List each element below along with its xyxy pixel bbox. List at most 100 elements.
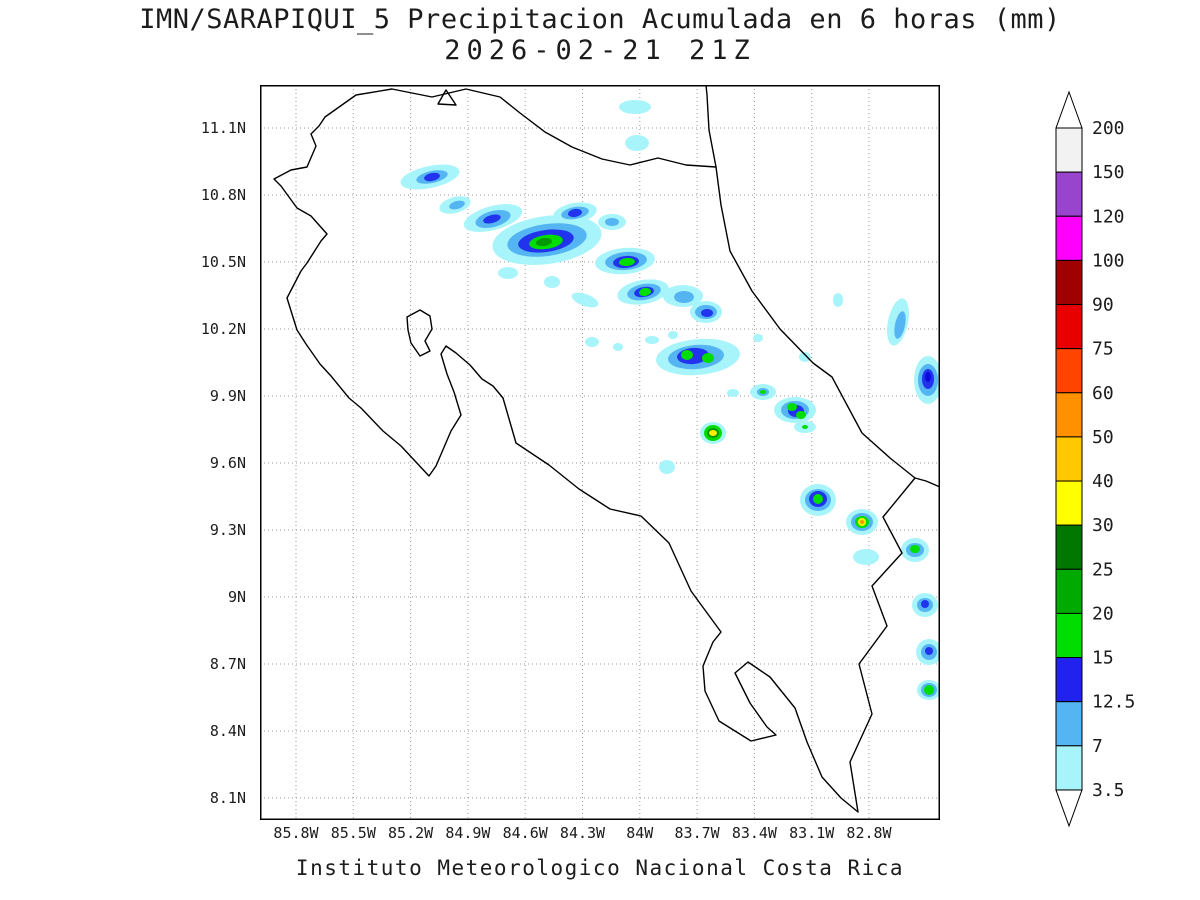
colorbar-segment [1055, 127, 1083, 173]
lon-tick-label: 83.1W [789, 824, 835, 842]
precip-cell [701, 309, 713, 317]
precip-cell [753, 334, 763, 342]
precip-cell [727, 389, 739, 397]
colorbar-level-label: 200 [1092, 118, 1125, 139]
longitude-axis: 85.8W 85.5W 85.2W 84.9W 84.6W 84.3W 84W 83.7W 83… [0, 824, 1200, 846]
precip-cell [619, 257, 635, 267]
lon-tick-label: 84.3W [559, 824, 606, 842]
colorbar-arrow-bottom [1055, 789, 1083, 828]
precip-cell [483, 214, 501, 224]
precip-cell [449, 200, 465, 210]
precip-cell [702, 353, 714, 363]
precip-cell [645, 336, 659, 344]
lat-tick-label: 10.8N [200, 186, 246, 204]
precip-cell [659, 460, 675, 474]
precip-cell [921, 600, 929, 608]
lat-tick-label: 9.3N [209, 521, 246, 539]
colorbar-level-label: 12.5 [1092, 692, 1135, 713]
colorbar-level-label: 50 [1092, 427, 1114, 448]
colorbar-level-label: 100 [1092, 250, 1125, 271]
precip-cell [568, 208, 582, 218]
latitude-axis: 11.1N 10.8N 10.5N 10.2N 9.9N 9.6N 9.3N 9N 8.7N 8.… [0, 0, 252, 900]
colorbar-segment [1055, 392, 1083, 438]
lon-tick-label: 83.7W [674, 824, 720, 842]
colorbar-arrow-top [1055, 90, 1083, 129]
lon-tick-label: 84W [626, 824, 654, 842]
precip-cell [709, 430, 717, 436]
precip-cell [605, 218, 619, 226]
lon-tick-label: 85.5W [330, 824, 376, 842]
precip-cell [585, 337, 599, 347]
colorbar-segment [1055, 480, 1083, 526]
precip-cell [424, 172, 440, 182]
precip-cell [674, 291, 694, 303]
colorbar-segment [1055, 657, 1083, 703]
lat-tick-label: 8.4N [209, 722, 246, 740]
precip-cell [796, 411, 806, 419]
precip-cell [536, 237, 552, 247]
colorbar-legend: 200 150 120 100 90 75 60 50 40 30 25 20 15 12.5 7 3.5 [1055, 90, 1135, 828]
colorbar-segment [1055, 612, 1083, 659]
lat-tick-label: 8.1N [209, 789, 246, 807]
map-plot [260, 85, 940, 820]
colorbar-level-label: 25 [1092, 559, 1114, 580]
colorbar-level-label: 30 [1092, 515, 1114, 536]
lat-tick-label: 9N [227, 588, 246, 606]
colorbar-level-label: 120 [1092, 206, 1125, 227]
lat-tick-label: 9.9N [209, 387, 246, 405]
map-title-block: IMN/SARAPIQUI_5 Precipitacion Acumulada … [0, 4, 1200, 66]
precip-cell [681, 350, 693, 360]
colorbar-level-label: 3.5 [1092, 780, 1125, 801]
map-title: IMN/SARAPIQUI_5 Precipitacion Acumulada … [139, 4, 1061, 35]
coastline [273, 85, 940, 813]
precip-cell [787, 403, 797, 411]
colorbar-level-label: 75 [1092, 339, 1114, 360]
precip-cell [799, 352, 811, 362]
precip-cell [860, 520, 864, 524]
colorbar-level-label: 15 [1092, 648, 1114, 669]
colorbar-segment [1055, 745, 1083, 791]
colorbar-segment [1055, 171, 1083, 217]
footer-caption: Instituto Meteorologico Nacional Costa R… [295, 856, 905, 880]
precip-cell [910, 545, 920, 553]
colorbar-level-label: 60 [1092, 383, 1114, 404]
lat-tick-label: 10.2N [200, 320, 246, 338]
precip-cell [925, 372, 931, 382]
plot-border [260, 85, 940, 820]
lon-tick-label: 85.2W [388, 824, 434, 842]
precip-cell [668, 331, 678, 339]
lat-tick-label: 9.6N [209, 454, 246, 472]
precip-cell [544, 276, 560, 288]
colorbar-segment [1055, 215, 1083, 261]
precip-cell [853, 549, 879, 565]
lon-tick-label: 84.6W [502, 824, 548, 842]
lon-tick-label: 83.4W [731, 824, 777, 842]
lat-tick-label: 8.7N [209, 655, 246, 673]
precip-cell [639, 287, 651, 297]
colorbar-segment [1055, 259, 1083, 306]
colorbar-level-label: 150 [1092, 162, 1125, 183]
lat-tick-label: 11.1N [200, 119, 246, 137]
colorbar-segment [1055, 701, 1083, 747]
gridlines [260, 85, 940, 820]
lon-tick-label: 85.8W [273, 824, 319, 842]
colorbar-level-label: 90 [1092, 295, 1114, 316]
precip-cell [924, 685, 934, 695]
precip-cell [925, 647, 933, 655]
precip-layer [400, 100, 940, 700]
precip-cell [498, 267, 518, 279]
colorbar-segment [1055, 436, 1083, 482]
precip-cell [813, 494, 823, 504]
precip-cell [625, 135, 649, 151]
lon-tick-label: 84.9W [445, 824, 491, 842]
precip-cell [833, 293, 843, 307]
lon-tick-label: 82.8W [846, 824, 892, 842]
colorbar-segment [1055, 304, 1083, 350]
precip-cell [571, 292, 599, 308]
precip-cell [894, 311, 906, 339]
lat-tick-label: 10.5N [200, 253, 246, 271]
map-subtitle-datetime: 2026-02-21 21Z [444, 35, 756, 67]
colorbar-segment [1055, 348, 1083, 394]
colorbar-segment [1055, 568, 1083, 614]
